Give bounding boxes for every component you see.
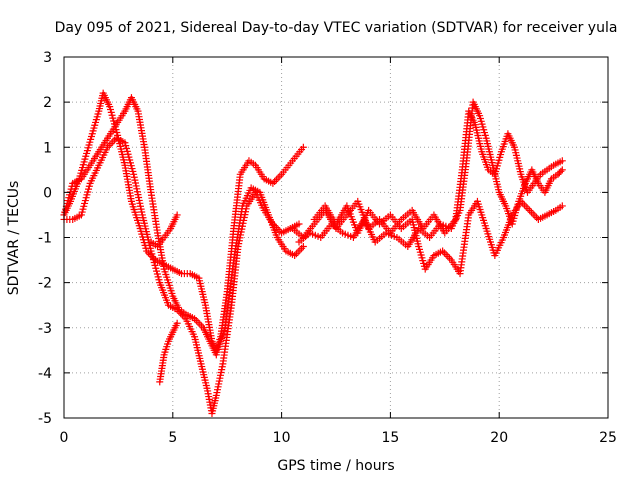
y-tick-label: -2 — [38, 276, 52, 292]
data-point — [524, 205, 532, 213]
data-point — [276, 172, 284, 180]
y-tick-label: -1 — [38, 231, 52, 247]
data-point — [271, 178, 279, 186]
y-tick-label: 2 — [43, 95, 52, 111]
series-track-f — [288, 107, 566, 241]
data-point — [446, 254, 454, 262]
data-point — [444, 252, 452, 260]
data-point — [173, 211, 181, 219]
data-point — [440, 249, 448, 257]
data-layer — [60, 89, 566, 417]
data-point — [558, 166, 566, 174]
series-track-g — [295, 98, 566, 251]
data-point — [196, 320, 204, 328]
x-tick-label: 20 — [490, 430, 508, 446]
data-point — [557, 167, 565, 175]
data-point — [110, 136, 118, 144]
data-point — [107, 140, 115, 148]
data-point — [274, 174, 282, 182]
series-track-e — [147, 211, 181, 251]
series-track-d — [156, 319, 181, 386]
tick-layer — [63, 56, 609, 419]
data-point — [558, 202, 566, 210]
data-point — [527, 208, 535, 216]
data-point — [522, 203, 530, 211]
data-point — [295, 220, 303, 228]
data-point — [276, 227, 284, 235]
data-point — [529, 210, 537, 218]
series-track-h — [310, 197, 566, 278]
data-point — [299, 143, 307, 151]
x-tick-label: 5 — [168, 430, 177, 446]
data-point — [558, 157, 566, 165]
grid-layer — [64, 57, 608, 418]
chart-title: Day 095 of 2021, Sidereal Day-to-day VTE… — [55, 20, 618, 36]
y-tick-label: -4 — [38, 366, 52, 382]
data-point — [299, 243, 307, 251]
x-tick-label: 15 — [381, 430, 399, 446]
label-layer: 0 5 10 15 20 25 -5 -4 -3 -2 -1 0 1 2 3 — [38, 50, 617, 446]
y-tick-label: 1 — [43, 140, 52, 156]
y-axis-label: SDTVAR / TECUs — [6, 181, 22, 296]
series-track-a — [60, 89, 307, 354]
x-tick-label: 25 — [599, 430, 617, 446]
x-tick-label: 10 — [273, 430, 291, 446]
data-point — [520, 201, 528, 209]
y-tick-label: 3 — [43, 50, 52, 66]
y-tick-label: 0 — [43, 185, 52, 201]
data-point — [298, 244, 306, 252]
x-tick-label: 0 — [60, 430, 69, 446]
data-point — [292, 250, 300, 258]
data-point — [194, 318, 202, 326]
y-tick-label: -5 — [38, 411, 52, 427]
data-point — [173, 319, 181, 327]
y-tick-label: -3 — [38, 321, 52, 337]
data-point — [526, 206, 534, 214]
data-point — [533, 214, 541, 222]
x-axis-label: GPS time / hours — [277, 458, 394, 474]
data-point — [296, 246, 304, 254]
